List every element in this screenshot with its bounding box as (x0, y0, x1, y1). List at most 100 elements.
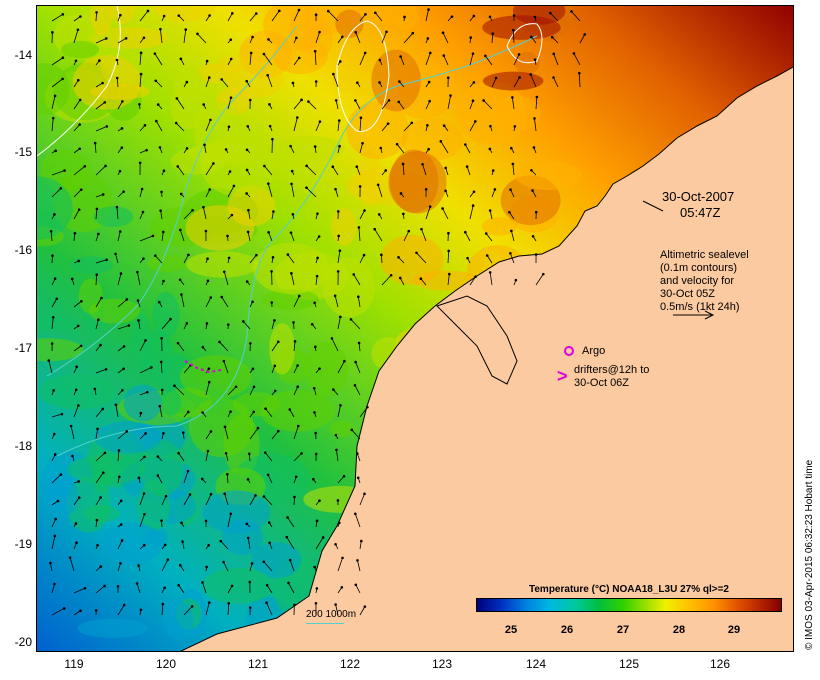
velocity-arrow-head (206, 449, 210, 453)
velocity-arrow (271, 320, 275, 330)
velocity-arrow-head (448, 272, 451, 276)
velocity-arrow (359, 14, 366, 22)
velocity-arrow (139, 391, 148, 396)
velocity-arrow (509, 212, 515, 220)
velocity-arrow-head (415, 251, 418, 255)
colorbar-tick: 27 (616, 624, 630, 636)
velocity-arrow (425, 9, 429, 22)
velocity-arrow-head (181, 540, 184, 543)
velocity-arrow-head (273, 364, 277, 368)
sst-patch (152, 291, 180, 339)
sst-patch (60, 41, 100, 59)
velocity-arrow-head (227, 601, 231, 605)
velocity-arrow-head (465, 165, 469, 168)
velocity-arrow-head (163, 586, 166, 590)
x-tick-label: 119 (64, 657, 84, 671)
velocity-arrow-head (271, 137, 274, 141)
velocity-arrow (398, 101, 405, 110)
velocity-arrow (469, 276, 476, 286)
velocity-arrow-head (205, 59, 209, 63)
velocity-arrow-head (95, 11, 98, 14)
velocity-arrow (509, 253, 515, 264)
velocity-arrow-head (227, 125, 231, 129)
velocity-arrow-head (157, 300, 161, 304)
velocity-arrow-head (178, 563, 182, 567)
velocity-arrow (263, 53, 273, 66)
velocity-arrow-head (224, 452, 228, 455)
velocity-arrow (51, 188, 62, 198)
velocity-arrow-head (268, 103, 271, 106)
velocity-arrow-head (169, 317, 172, 321)
velocity-arrow (139, 10, 149, 22)
velocity-arrow (249, 254, 257, 264)
velocity-arrow (224, 426, 229, 440)
velocity-arrow (73, 124, 80, 132)
argo-legend-label: Argo (582, 345, 606, 357)
velocity-arrow-head (297, 8, 301, 12)
velocity-arrow (512, 30, 515, 44)
velocity-arrow-head (173, 384, 176, 387)
velocity-arrow-head (463, 230, 467, 234)
velocity-arrow-head (222, 560, 225, 564)
velocity-arrow-head (552, 52, 556, 56)
velocity-arrow (249, 495, 256, 506)
velocity-arrow-head (484, 54, 487, 58)
velocity-arrow (264, 165, 273, 176)
velocity-arrow-head (268, 541, 271, 545)
velocity-arrow (357, 296, 361, 308)
velocity-arrow (95, 428, 98, 440)
velocity-arrow-head (93, 387, 97, 391)
velocity-arrow (73, 300, 82, 308)
velocity-arrow-head (398, 276, 402, 280)
velocity-arrow-head (334, 603, 337, 606)
velocity-arrow-head (251, 300, 254, 304)
velocity-arrow (249, 13, 257, 22)
velocity-arrow (335, 189, 339, 198)
velocity-arrow-head (137, 319, 140, 322)
x-tick-label: 125 (618, 657, 640, 671)
velocity-arrow-head (246, 478, 250, 481)
velocity-arrow-head (263, 451, 267, 454)
velocity-arrow-head (120, 539, 124, 542)
velocity-arrow-head (296, 364, 299, 367)
sst-patch (252, 242, 330, 294)
velocity-arrow-head (143, 455, 146, 459)
velocity-arrow-head (270, 301, 274, 304)
velocity-arrow-head (97, 318, 100, 322)
velocity-arrow-head (531, 189, 534, 192)
velocity-arrow-head (135, 582, 139, 585)
velocity-arrow-head (426, 123, 429, 127)
velocity-arrow (51, 57, 64, 66)
velocity-arrow-head (534, 253, 538, 256)
velocity-arrow-head (357, 341, 361, 345)
velocity-arrow (178, 452, 185, 462)
velocity-arrow-head (250, 562, 254, 565)
velocity-arrow-head (469, 36, 473, 39)
velocity-arrow-head (307, 100, 310, 103)
velocity-arrow-head (159, 360, 163, 364)
velocity-arrow-head (186, 469, 190, 473)
velocity-arrow-head (316, 256, 319, 260)
velocity-arrow-head (340, 35, 344, 39)
velocity-arrow-head (185, 147, 189, 150)
velocity-arrow-head (53, 213, 56, 216)
velocity-arrow-head (488, 271, 492, 274)
velocity-arrow-head (288, 408, 292, 411)
velocity-arrow-head (164, 494, 168, 498)
velocity-arrow-head (313, 411, 316, 414)
velocity-arrow-head (489, 124, 492, 128)
velocity-arrow-head (55, 297, 59, 301)
velocity-arrow-head (484, 232, 488, 235)
velocity-arrow-head (122, 190, 125, 193)
velocity-arrow (350, 319, 361, 330)
velocity-arrow (227, 13, 233, 22)
velocity-arrow-head (124, 37, 128, 40)
velocity-arrow-head (265, 584, 269, 587)
velocity-arrow-head (353, 384, 357, 387)
velocity-arrow-head (318, 30, 321, 34)
colorbar (476, 598, 782, 612)
velocity-arrow-head (339, 404, 342, 407)
velocity-arrow-head (313, 49, 317, 53)
velocity-arrow-head (222, 359, 226, 363)
velocity-arrow-head (399, 192, 403, 195)
